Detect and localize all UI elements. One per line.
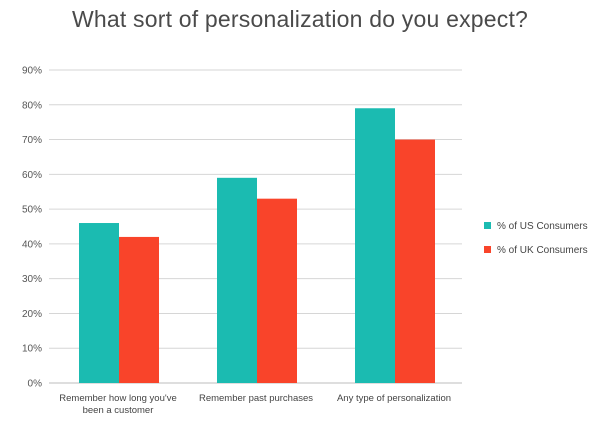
y-tick-label: 60% bbox=[22, 170, 42, 181]
y-tick-label: 20% bbox=[22, 309, 42, 320]
y-tick-label: 50% bbox=[22, 205, 42, 216]
x-category-label: Remember how long you've bbox=[59, 393, 176, 404]
x-category-label: Remember past purchases bbox=[199, 393, 313, 404]
bar-uk-2 bbox=[395, 139, 435, 383]
bar-us-0 bbox=[79, 223, 119, 383]
x-category-label: Any type of personalization bbox=[337, 393, 451, 404]
bar-uk-0 bbox=[119, 236, 159, 383]
legend-label-us: % of US Consumers bbox=[497, 221, 588, 232]
x-category-label: been a customer bbox=[83, 405, 154, 416]
bar-uk-1 bbox=[257, 198, 297, 383]
bar-us-1 bbox=[217, 177, 257, 383]
legend-swatch-us bbox=[484, 222, 491, 229]
y-tick-label: 70% bbox=[22, 135, 42, 146]
y-tick-label: 80% bbox=[22, 100, 42, 111]
y-tick-label: 0% bbox=[28, 379, 43, 390]
y-tick-label: 90% bbox=[22, 66, 42, 77]
chart-title: What sort of personalization do you expe… bbox=[71, 6, 529, 32]
y-tick-label: 40% bbox=[22, 239, 42, 250]
y-tick-label: 10% bbox=[22, 344, 42, 355]
legend-label-uk: % of UK Consumers bbox=[497, 245, 588, 256]
y-tick-label: 30% bbox=[22, 274, 42, 285]
legend-swatch-uk bbox=[484, 246, 491, 253]
bar-us-2 bbox=[355, 108, 395, 383]
